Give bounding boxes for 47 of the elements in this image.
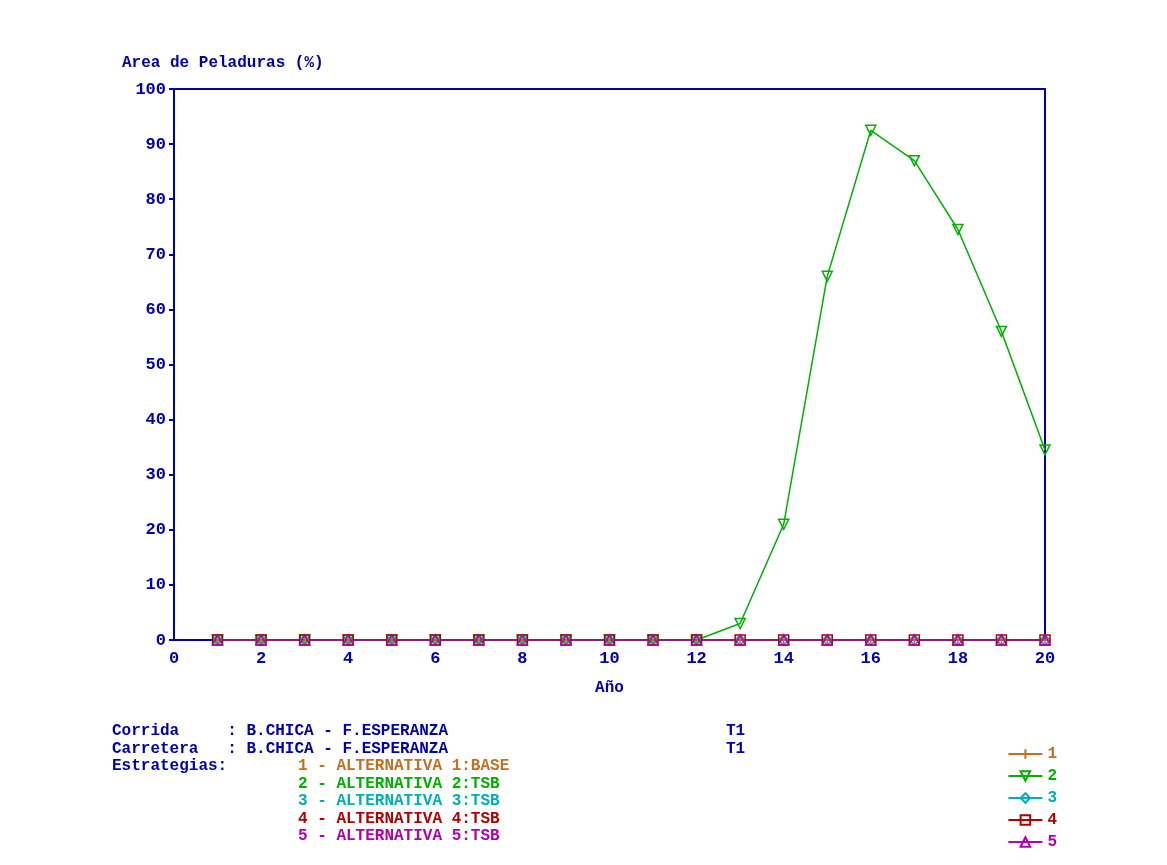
y-tick-label: 60 (145, 299, 166, 319)
text: 3 - ALTERNATIVA 3:TSB (298, 792, 501, 810)
y-tick-label: 80 (145, 189, 166, 209)
y-tick-label: 30 (145, 465, 166, 485)
text: T1 (726, 739, 746, 758)
y-tick-label: 20 (145, 520, 166, 540)
x-tick-label: 14 (773, 649, 794, 668)
x-tick-label: 12 (686, 649, 707, 668)
y-tick-label: 70 (145, 244, 166, 264)
y-tick-label: 100 (135, 79, 166, 99)
y-tick-label: 90 (145, 134, 166, 154)
legend-label: 3 (1047, 789, 1058, 807)
text: Estrategias: (112, 757, 228, 775)
point (734, 617, 746, 630)
text: 1 - ALTERNATIVA 1:BASE (298, 757, 510, 775)
text: T1 (726, 722, 746, 740)
text: 5 - ALTERNATIVA 5:TSB (298, 827, 501, 845)
y-tick-label: 40 (145, 410, 166, 430)
x-tick-label: 20 (1034, 649, 1056, 668)
point (865, 124, 877, 137)
x-tick-label: 10 (599, 649, 620, 668)
point (995, 325, 1008, 338)
y-tick-label: 10 (145, 575, 166, 595)
text: Carretera : B.CHICA - F.ESPERANZA (112, 739, 449, 758)
y-tick-label: 0 (155, 630, 166, 650)
point (952, 223, 964, 236)
y-axis-title: Area de Peladuras (%) (122, 54, 324, 72)
legend-label: 5 (1047, 833, 1058, 851)
text: Corrida : B.CHICA - F.ESPERANZA (112, 722, 449, 740)
x-axis-title: Año (595, 679, 624, 697)
x-tick-label: 6 (430, 649, 441, 668)
point (1039, 444, 1051, 456)
x-tick-label: 0 (168, 649, 180, 668)
legend-label: 1 (1047, 745, 1058, 763)
legend-label: 2 (1047, 767, 1058, 785)
x-tick-label: 18 (947, 649, 969, 668)
x-tick-label: 16 (860, 649, 881, 668)
text: 2 - ALTERNATIVA 2:TSB (298, 774, 501, 793)
text: 4 - ALTERNATIVA 4:TSB (298, 809, 501, 828)
x-tick-label: 2 (256, 649, 267, 668)
y-tick-label: 50 (145, 355, 166, 374)
point (908, 154, 921, 167)
legend-label: 4 (1047, 811, 1058, 829)
x-tick-label: 8 (517, 649, 528, 668)
x-tick-label: 4 (343, 649, 354, 668)
point (777, 518, 790, 531)
point (821, 270, 833, 283)
